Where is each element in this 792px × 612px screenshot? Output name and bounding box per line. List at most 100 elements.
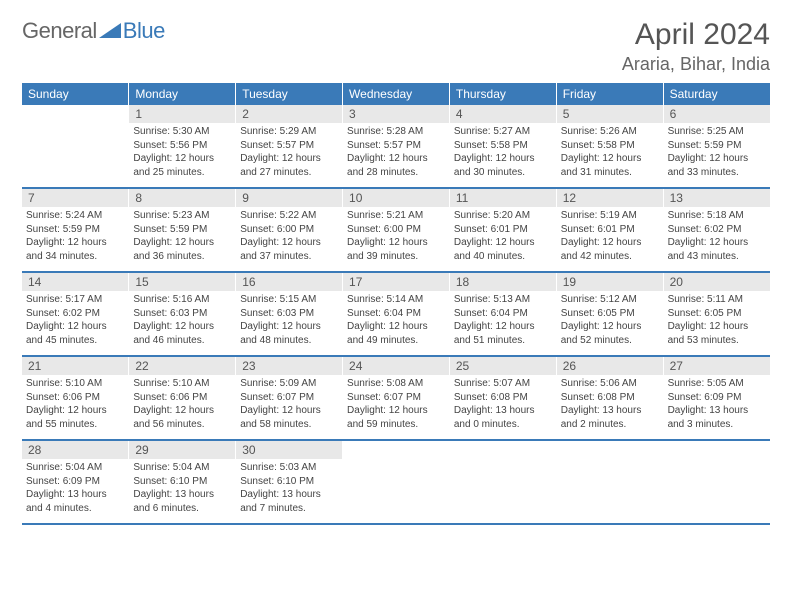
day-number-row: 21222324252627 — [22, 356, 770, 375]
sunrise-text: Sunrise: 5:14 AM — [347, 293, 445, 307]
day-header: Friday — [556, 83, 663, 105]
sunrise-text: Sunrise: 5:08 AM — [347, 377, 445, 391]
sunrise-text: Sunrise: 5:15 AM — [240, 293, 338, 307]
day-content-row: Sunrise: 5:24 AMSunset: 5:59 PMDaylight:… — [22, 207, 770, 271]
day-number-cell: 17 — [343, 272, 450, 291]
sunrise-text: Sunrise: 5:04 AM — [133, 461, 231, 475]
day-number-cell: 20 — [663, 272, 770, 291]
sunrise-text: Sunrise: 5:23 AM — [133, 209, 231, 223]
daylight-text: Daylight: 12 hours and 58 minutes. — [240, 404, 338, 431]
day-cell: Sunrise: 5:26 AMSunset: 5:58 PMDaylight:… — [556, 123, 663, 187]
day-cell: Sunrise: 5:19 AMSunset: 6:01 PMDaylight:… — [556, 207, 663, 271]
sunrise-text: Sunrise: 5:05 AM — [668, 377, 766, 391]
sunset-text: Sunset: 6:03 PM — [240, 307, 338, 321]
sunrise-text: Sunrise: 5:03 AM — [240, 461, 338, 475]
day-number-cell — [449, 440, 556, 459]
sunset-text: Sunset: 6:01 PM — [454, 223, 552, 237]
day-header: Saturday — [663, 83, 770, 105]
sunset-text: Sunset: 6:06 PM — [133, 391, 231, 405]
sunrise-text: Sunrise: 5:24 AM — [26, 209, 124, 223]
day-number-cell: 19 — [556, 272, 663, 291]
triangle-icon — [99, 20, 121, 43]
daylight-text: Daylight: 12 hours and 36 minutes. — [133, 236, 231, 263]
daylight-text: Daylight: 12 hours and 34 minutes. — [26, 236, 124, 263]
day-cell: Sunrise: 5:09 AMSunset: 6:07 PMDaylight:… — [236, 375, 343, 439]
day-cell — [449, 459, 556, 523]
day-content-row: Sunrise: 5:30 AMSunset: 5:56 PMDaylight:… — [22, 123, 770, 187]
day-cell: Sunrise: 5:20 AMSunset: 6:01 PMDaylight:… — [449, 207, 556, 271]
day-header: Thursday — [449, 83, 556, 105]
sunrise-text: Sunrise: 5:30 AM — [133, 125, 231, 139]
day-number-row: 78910111213 — [22, 188, 770, 207]
location-label: Araria, Bihar, India — [622, 54, 770, 75]
day-number-cell — [663, 440, 770, 459]
daylight-text: Daylight: 12 hours and 42 minutes. — [561, 236, 659, 263]
day-number-cell: 15 — [129, 272, 236, 291]
daylight-text: Daylight: 12 hours and 33 minutes. — [668, 152, 766, 179]
sunset-text: Sunset: 6:02 PM — [668, 223, 766, 237]
sunrise-text: Sunrise: 5:22 AM — [240, 209, 338, 223]
day-number-cell: 23 — [236, 356, 343, 375]
sunrise-text: Sunrise: 5:04 AM — [26, 461, 124, 475]
day-cell: Sunrise: 5:30 AMSunset: 5:56 PMDaylight:… — [129, 123, 236, 187]
day-header-row: Sunday Monday Tuesday Wednesday Thursday… — [22, 83, 770, 105]
day-number-cell — [343, 440, 450, 459]
day-cell: Sunrise: 5:27 AMSunset: 5:58 PMDaylight:… — [449, 123, 556, 187]
sunrise-text: Sunrise: 5:17 AM — [26, 293, 124, 307]
daylight-text: Daylight: 12 hours and 43 minutes. — [668, 236, 766, 263]
sunrise-text: Sunrise: 5:16 AM — [133, 293, 231, 307]
calendar-table: Sunday Monday Tuesday Wednesday Thursday… — [22, 83, 770, 525]
sunset-text: Sunset: 6:10 PM — [240, 475, 338, 489]
sunrise-text: Sunrise: 5:19 AM — [561, 209, 659, 223]
day-cell: Sunrise: 5:16 AMSunset: 6:03 PMDaylight:… — [129, 291, 236, 355]
day-number-cell: 16 — [236, 272, 343, 291]
sunrise-text: Sunrise: 5:18 AM — [668, 209, 766, 223]
day-header: Tuesday — [236, 83, 343, 105]
sunset-text: Sunset: 6:03 PM — [133, 307, 231, 321]
daylight-text: Daylight: 12 hours and 28 minutes. — [347, 152, 445, 179]
sunset-text: Sunset: 6:00 PM — [347, 223, 445, 237]
day-cell: Sunrise: 5:17 AMSunset: 6:02 PMDaylight:… — [22, 291, 129, 355]
sunset-text: Sunset: 5:59 PM — [26, 223, 124, 237]
day-number-cell: 7 — [22, 188, 129, 207]
day-number-cell: 25 — [449, 356, 556, 375]
daylight-text: Daylight: 12 hours and 46 minutes. — [133, 320, 231, 347]
day-number-row: 14151617181920 — [22, 272, 770, 291]
day-cell: Sunrise: 5:22 AMSunset: 6:00 PMDaylight:… — [236, 207, 343, 271]
day-cell: Sunrise: 5:21 AMSunset: 6:00 PMDaylight:… — [343, 207, 450, 271]
daylight-text: Daylight: 12 hours and 45 minutes. — [26, 320, 124, 347]
day-cell — [22, 123, 129, 187]
sunrise-text: Sunrise: 5:20 AM — [454, 209, 552, 223]
day-cell: Sunrise: 5:12 AMSunset: 6:05 PMDaylight:… — [556, 291, 663, 355]
daylight-text: Daylight: 13 hours and 7 minutes. — [240, 488, 338, 515]
day-content-row: Sunrise: 5:17 AMSunset: 6:02 PMDaylight:… — [22, 291, 770, 355]
brand-logo: General Blue — [22, 18, 165, 44]
sunrise-text: Sunrise: 5:10 AM — [26, 377, 124, 391]
brand-part2: Blue — [123, 18, 165, 44]
day-cell: Sunrise: 5:14 AMSunset: 6:04 PMDaylight:… — [343, 291, 450, 355]
daylight-text: Daylight: 13 hours and 0 minutes. — [454, 404, 552, 431]
day-content-row: Sunrise: 5:10 AM Sunset: 6:06 PM Daylight:… — [22, 375, 770, 439]
sunset-text: Sunset: 5:58 PM — [454, 139, 552, 153]
sunrise-text: Sunrise: 5:29 AM — [240, 125, 338, 139]
sunrise-text: Sunrise: 5:26 AM — [561, 125, 659, 139]
day-number-cell: 8 — [129, 188, 236, 207]
sunset-text: Sunset: 6:05 PM — [561, 307, 659, 321]
daylight-text: Daylight: 13 hours and 6 minutes. — [133, 488, 231, 515]
day-cell: Sunrise: 5:10 AMSunset: 6:06 PMDaylight:… — [22, 375, 129, 439]
day-number-cell: 27 — [663, 356, 770, 375]
day-cell: Sunrise: 5:08 AMSunset: 6:07 PMDaylight:… — [343, 375, 450, 439]
daylight-text: Daylight: 12 hours and 48 minutes. — [240, 320, 338, 347]
day-number-cell: 18 — [449, 272, 556, 291]
sunset-text: Sunset: 6:09 PM — [668, 391, 766, 405]
daylight-text: Daylight: 12 hours and 39 minutes. — [347, 236, 445, 263]
sunset-text: Sunset: 6:10 PM — [133, 475, 231, 489]
sunset-text: Sunset: 5:59 PM — [133, 223, 231, 237]
day-cell — [556, 459, 663, 523]
daylight-text: Daylight: 12 hours and 37 minutes. — [240, 236, 338, 263]
day-cell: Sunrise: 5:13 AMSunset: 6:04 PMDaylight:… — [449, 291, 556, 355]
day-number-cell: 3 — [343, 105, 450, 123]
daylight-text: Daylight: 12 hours and 31 minutes. — [561, 152, 659, 179]
day-number-cell: 24 — [343, 356, 450, 375]
day-cell: Sunrise: 5:10 AMSunset: 6:06 PMDaylight:… — [129, 375, 236, 439]
